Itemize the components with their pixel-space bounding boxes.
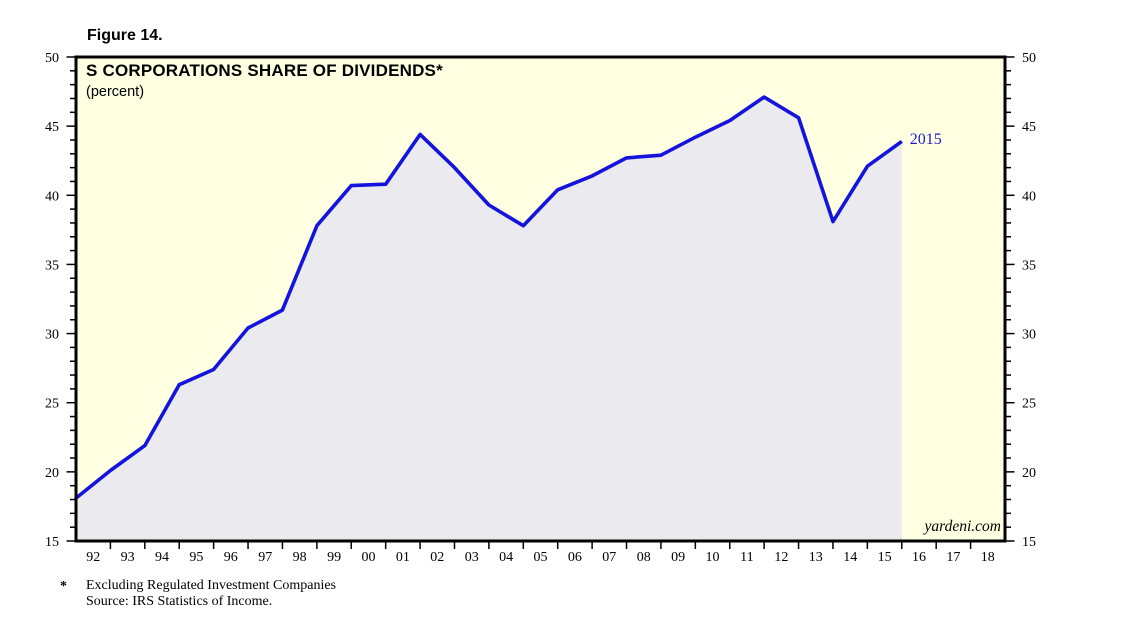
x-tick-label: 93 — [121, 550, 135, 565]
y-axis-ticks — [66, 56, 1015, 542]
x-tick-label: 03 — [465, 550, 479, 565]
plot-frame-rect — [74, 55, 1007, 543]
area-under-line — [76, 97, 902, 541]
y-tick-label-right: 50 — [1022, 51, 1036, 66]
footnote-source: Source: IRS Statistics of Income. — [86, 594, 273, 609]
x-tick-label: 12 — [774, 550, 788, 565]
x-tick-label: 99 — [327, 550, 341, 565]
chart-title: S CORPORATIONS SHARE OF DIVIDENDS* — [86, 61, 443, 80]
x-tick-label: 92 — [86, 550, 100, 565]
y-tick-label-right: 45 — [1022, 120, 1036, 135]
y-tick-label-left: 30 — [45, 328, 59, 343]
x-tick-label: 98 — [293, 550, 307, 565]
x-tick-label: 01 — [396, 550, 410, 565]
x-tick-label: 07 — [602, 550, 616, 565]
x-tick-label: 95 — [189, 550, 203, 565]
y-tick-label-left: 20 — [45, 466, 59, 481]
y-tick-label-right: 30 — [1022, 328, 1036, 343]
chart-subtitle: (percent) — [86, 84, 145, 100]
x-axis-tick-labels: 92 93 94 95 96 97 98 99 00 01 02 03 04 05 06 07 08 09 10 11… — [86, 550, 995, 565]
series-area-fill — [76, 97, 902, 541]
x-tick-label: 05 — [534, 550, 548, 565]
x-tick-label: 16 — [912, 550, 926, 565]
y-tick-label-right: 25 — [1022, 397, 1036, 412]
y-tick-label-left: 40 — [45, 189, 59, 204]
x-tick-label: 11 — [740, 550, 753, 565]
y-tick-label-right: 40 — [1022, 189, 1036, 204]
x-tick-label: 06 — [568, 550, 582, 565]
y-tick-label-left: 35 — [45, 258, 59, 273]
x-tick-label: 17 — [946, 550, 960, 565]
x-tick-label: 14 — [843, 550, 857, 565]
x-tick-label: 10 — [706, 550, 720, 565]
x-tick-label: 18 — [981, 550, 995, 565]
y-tick-label-right: 15 — [1022, 535, 1036, 550]
dividends-share-line — [74, 95, 903, 500]
y-tick-label-left: 25 — [45, 397, 59, 412]
y-axis-tick-labels: 15 15 20 20 25 25 30 30 35 35 40 40 45 45 50 50 — [45, 51, 1036, 550]
x-tick-label: 00 — [362, 550, 376, 565]
series-line — [74, 95, 903, 500]
plot-frame — [74, 55, 1007, 543]
y-tick-label-right: 20 — [1022, 466, 1036, 481]
x-tick-label: 97 — [258, 550, 272, 565]
y-tick-label-right: 35 — [1022, 258, 1036, 273]
x-tick-label: 02 — [430, 550, 444, 565]
figure-number-label: Figure 14. — [87, 27, 163, 44]
x-tick-label: 04 — [499, 550, 513, 565]
footnote-marker: * — [60, 579, 67, 594]
x-tick-label: 13 — [809, 550, 823, 565]
watermark-text: yardeni.com — [924, 518, 1001, 535]
y-tick-label-left: 45 — [45, 120, 59, 135]
x-tick-label: 09 — [671, 550, 685, 565]
x-axis-ticks — [109, 542, 972, 549]
x-tick-label: 08 — [637, 550, 651, 565]
x-tick-label: 96 — [224, 550, 238, 565]
y-tick-label-left: 15 — [45, 535, 59, 550]
footnote-exclusion: Excluding Regulated Investment Companies — [86, 578, 337, 593]
series-end-year-label: 2015 — [909, 131, 942, 149]
y-tick-label-left: 50 — [45, 51, 59, 66]
x-tick-label: 94 — [155, 550, 169, 565]
x-tick-label: 15 — [878, 550, 892, 565]
